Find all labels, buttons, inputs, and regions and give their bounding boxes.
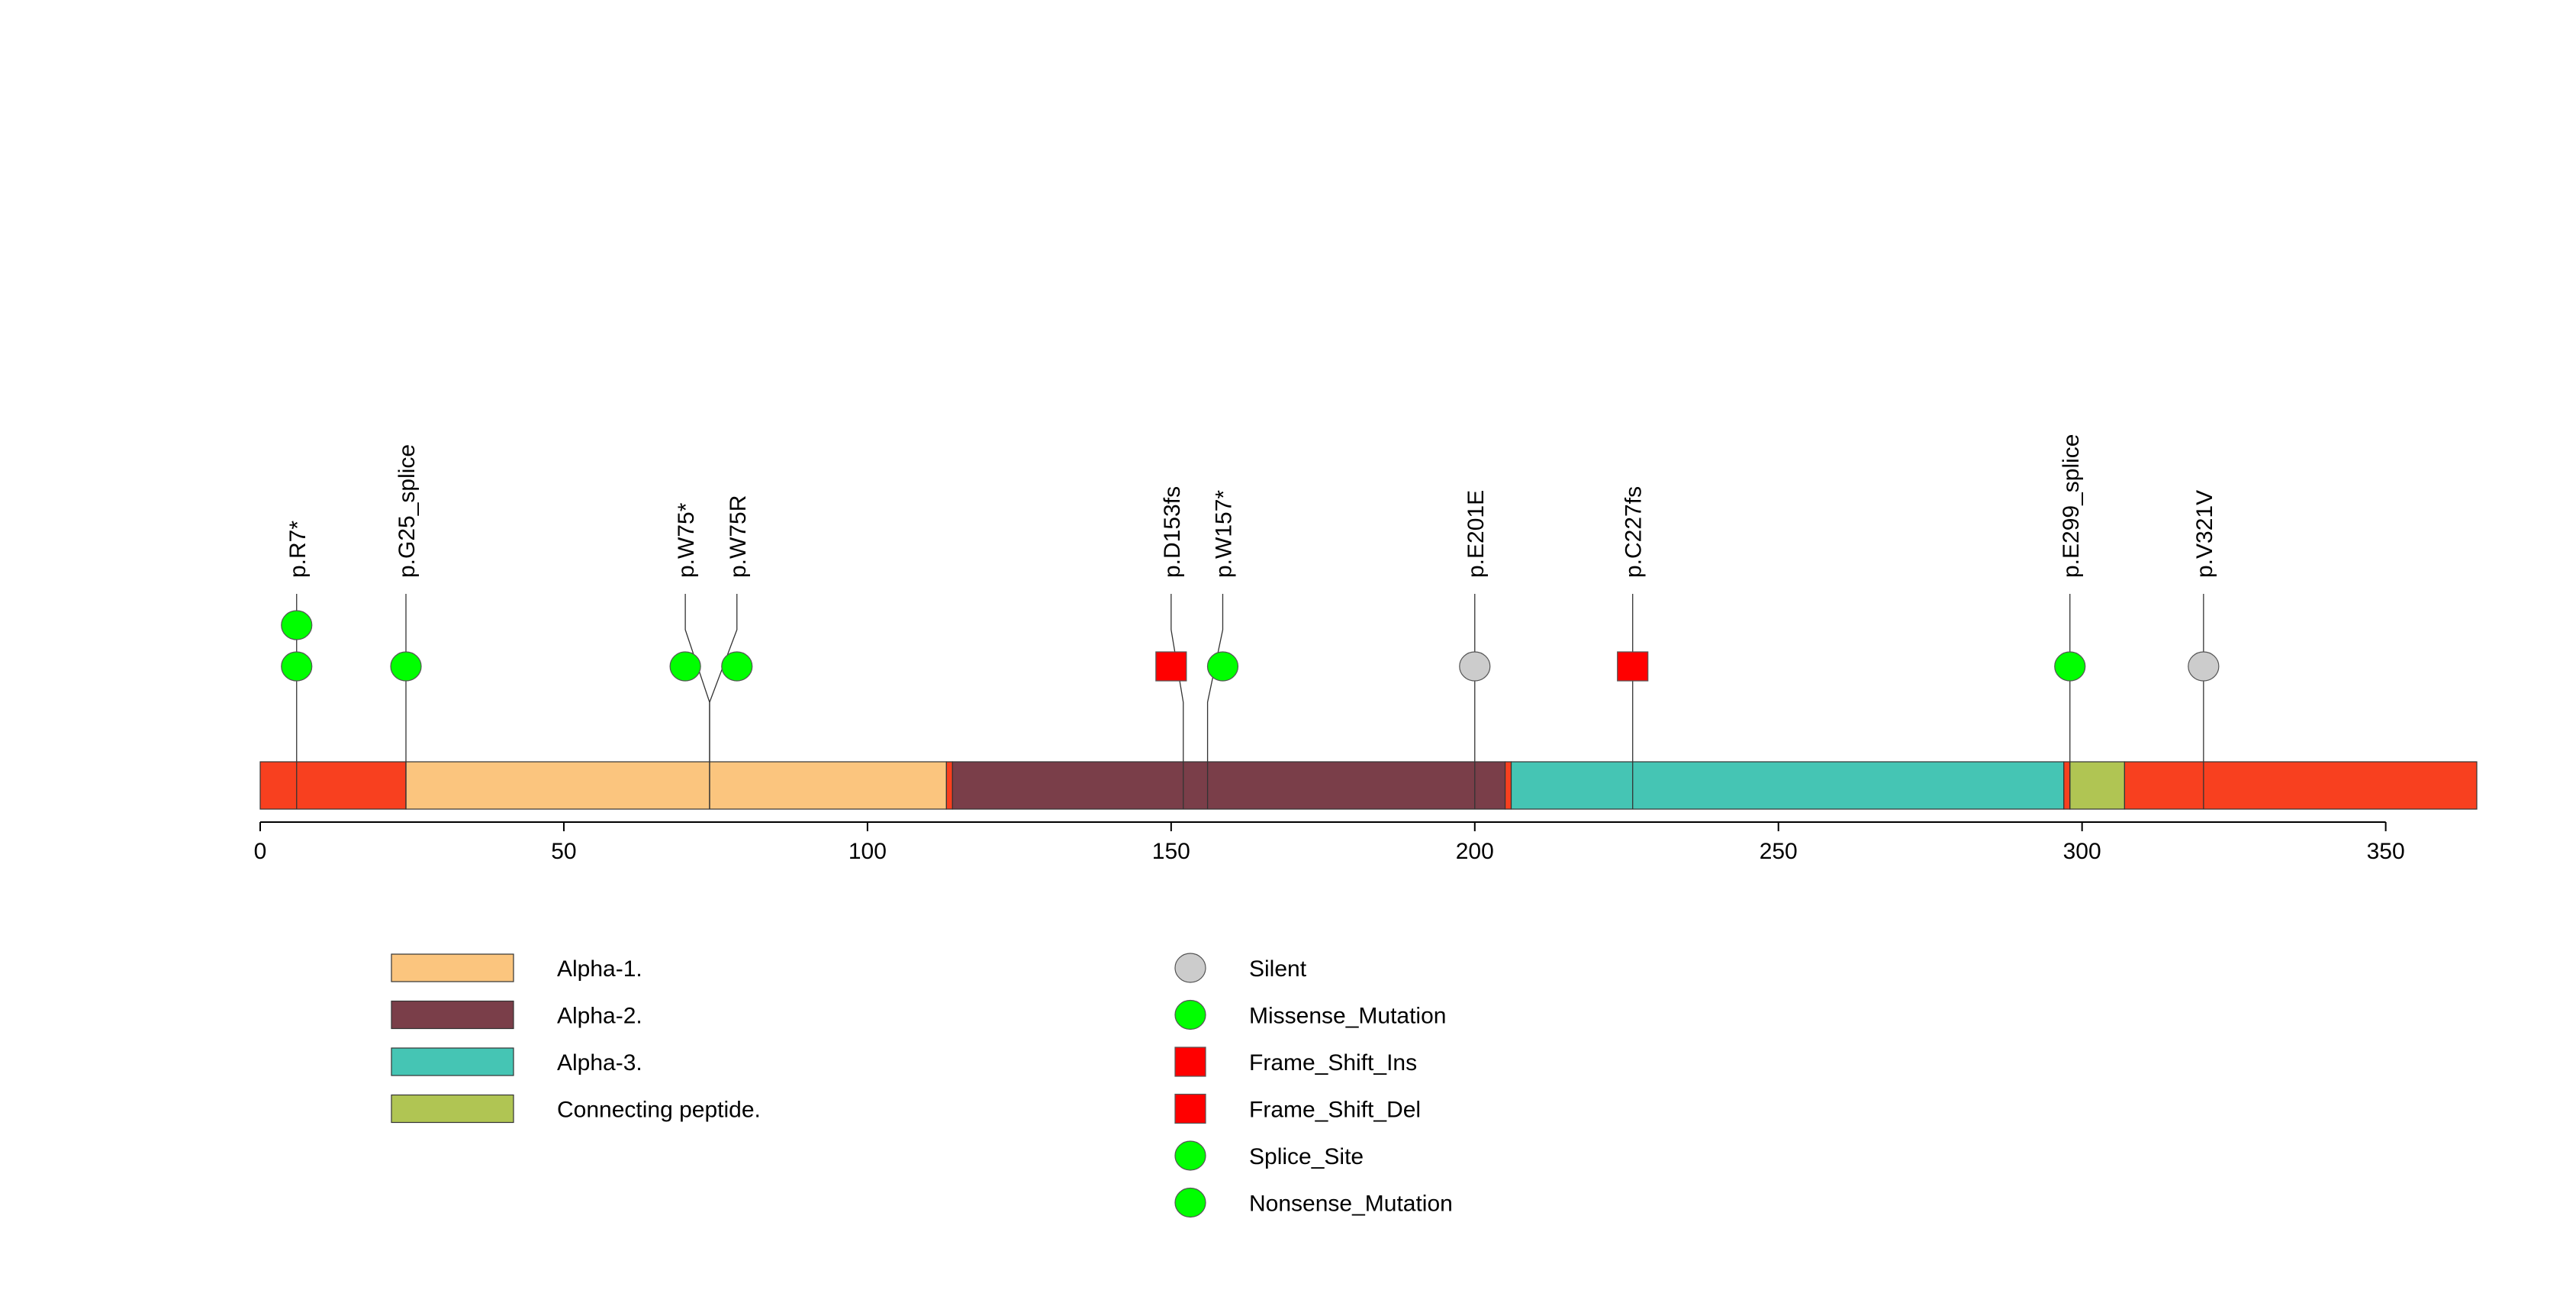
mutation-label: p.W75* xyxy=(674,502,699,578)
mutation-legend-circle xyxy=(1174,999,1206,1030)
domain-legend-label: Alpha-2. xyxy=(557,1004,642,1029)
axis-tick-label: 350 xyxy=(2367,839,2405,864)
mutation-label: p.W157* xyxy=(1211,490,1236,578)
domain-legend-swatch xyxy=(391,1047,514,1076)
domain-segment xyxy=(1504,761,1512,810)
mutation-marker-square xyxy=(1617,651,1649,682)
mutation-legend-square xyxy=(1174,1047,1206,1077)
mutation-label: p.E201E xyxy=(1463,490,1489,578)
axis-tick-label: 100 xyxy=(848,839,887,864)
domain-segment xyxy=(2069,761,2125,810)
axis-tick-label: 300 xyxy=(2063,839,2101,864)
domain-segment xyxy=(952,761,1506,810)
mutation-marker-circle xyxy=(669,651,701,682)
mutation-marker-circle xyxy=(1206,651,1239,682)
domain-legend-swatch xyxy=(391,953,514,982)
mutation-label: p.R7* xyxy=(285,521,311,578)
mutation-label: p.W75R xyxy=(726,495,751,578)
domain-segment xyxy=(2124,761,2478,810)
mutation-label: p.C227fs xyxy=(1621,486,1647,578)
mutation-legend-label: Nonsense_Mutation xyxy=(1249,1192,1453,1217)
mutation-labels: p.R7* p.G25_splice p.W75* p.W75R p.D153fs p.W… xyxy=(285,434,2217,578)
domain-legend-label: Alpha-3. xyxy=(557,1050,642,1076)
domain-segment xyxy=(1510,761,2065,810)
mutation-legend-circle xyxy=(1174,1187,1206,1218)
mutation-markers xyxy=(281,610,2220,682)
mutation-legend-square xyxy=(1174,1093,1206,1124)
domain-segment xyxy=(259,761,407,810)
mutation-marker-circle xyxy=(281,651,313,682)
mutation-marker-circle xyxy=(390,651,422,682)
axis-tick-label: 150 xyxy=(1152,839,1190,864)
mutation-marker-circle xyxy=(281,610,313,640)
domain-segment xyxy=(2063,761,2071,810)
mutation-marker-circle xyxy=(1459,651,1491,682)
mutation-legend-label: Silent xyxy=(1249,956,1307,982)
domain-legend-swatch xyxy=(391,1000,514,1030)
axis-tick-label: 0 xyxy=(254,839,267,864)
mutation-label: p.V321V xyxy=(2192,490,2217,578)
mutation-marker-square xyxy=(1155,651,1187,682)
domain-segment xyxy=(945,761,953,810)
mutation-legend-label: Splice_Site xyxy=(1249,1144,1364,1169)
mutation-legend-label: Missense_Mutation xyxy=(1249,1004,1446,1029)
axis-tick-label: 50 xyxy=(551,839,576,864)
domain-legend-label: Connecting peptide. xyxy=(557,1098,761,1123)
domain-segment xyxy=(405,761,947,810)
domain-legend-label: Alpha-1. xyxy=(557,956,642,982)
mutation-legend-label: Frame_Shift_Del xyxy=(1249,1098,1421,1123)
domain-legend: Alpha-1. Alpha-2. Alpha-3. Connecting pepti… xyxy=(391,953,761,1124)
mutation-label: p.E299_splice xyxy=(2059,434,2084,578)
mutation-marker-circle xyxy=(2188,651,2220,682)
mutation-label: p.D153fs xyxy=(1160,486,1185,578)
mutation-marker-circle xyxy=(721,651,753,682)
domain-legend-swatch xyxy=(391,1094,514,1124)
mutation-legend-circle xyxy=(1174,953,1206,983)
mutation-legend-circle xyxy=(1174,1140,1206,1171)
mutation-label: p.G25_splice xyxy=(394,444,420,578)
axis-tick-label: 200 xyxy=(1456,839,1494,864)
x-axis: 0 50 100 150 200 250 300 350 xyxy=(254,821,2405,864)
mutation-marker-circle xyxy=(2054,651,2086,682)
axis-tick-label: 250 xyxy=(1760,839,1798,864)
mutation-legend-label: Frame_Shift_Ins xyxy=(1249,1050,1417,1076)
mutation-type-legend: Silent Missense_Mutation Frame_Shift_Ins Fr… xyxy=(1174,953,1453,1218)
protein-domains xyxy=(259,761,2478,810)
